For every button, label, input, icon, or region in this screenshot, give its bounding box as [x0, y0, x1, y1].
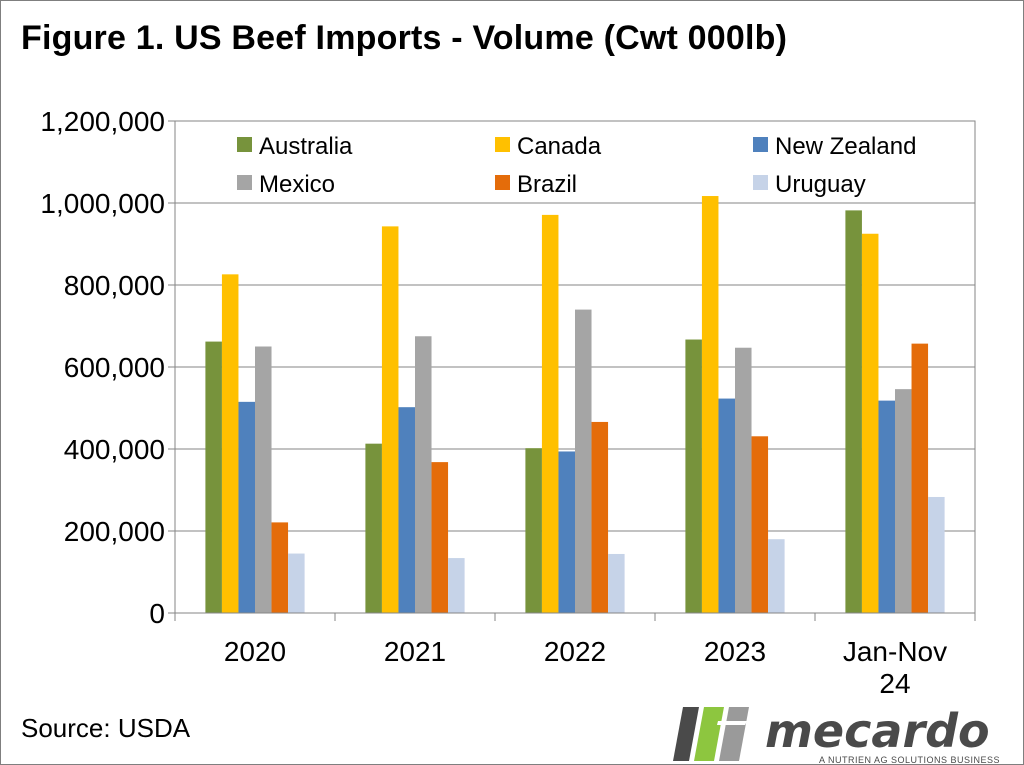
bar-chart: 0 200,000 400,000 600,000 800,000 1,000,000 1,…: [40, 106, 976, 699]
bar-australia: [205, 341, 222, 613]
legend-item: New Zealand: [753, 133, 916, 160]
bar-mexico: [415, 336, 432, 613]
x-tick-label: 2022: [544, 636, 606, 667]
bar-australia: [845, 210, 862, 613]
bar-new-zealand: [718, 398, 735, 613]
bar-uruguay: [448, 558, 465, 613]
bar-mexico: [255, 346, 272, 613]
bar-new-zealand: [558, 451, 575, 613]
mecardo-logo-mark: [673, 707, 749, 761]
bar-australia: [685, 339, 702, 613]
legend-label: Australia: [259, 133, 353, 160]
bar-brazil: [591, 421, 609, 613]
bar-brazil: [911, 343, 929, 613]
bar-canada: [221, 274, 239, 613]
y-tick-label: 200,000: [64, 516, 165, 547]
mecardo-tagline: A NUTRIEN AG SOLUTIONS BUSINESS: [819, 755, 1000, 765]
bar-uruguay: [768, 539, 785, 613]
y-tick-label: 1,200,000: [40, 106, 165, 137]
legend-item: Canada: [495, 133, 602, 160]
bar-new-zealand: [398, 407, 415, 613]
bar-brazil: [431, 462, 449, 613]
legend-label: New Zealand: [775, 133, 916, 160]
bars: [205, 196, 945, 613]
bar-uruguay: [288, 553, 305, 613]
mecardo-wordmark: mecardo: [765, 704, 990, 758]
bar-new-zealand: [878, 400, 895, 613]
x-tick-label: 2020: [224, 636, 286, 667]
legend-swatch: [753, 175, 768, 190]
legend-item: Brazil: [495, 171, 577, 198]
y-tick-label: 400,000: [64, 434, 165, 465]
legend-swatch: [753, 137, 768, 152]
legend-swatch: [237, 175, 252, 190]
x-tick-label: 2023: [704, 636, 766, 667]
axes: 0 200,000 400,000 600,000 800,000 1,000,000 1,…: [40, 106, 976, 699]
legend-item: Australia: [237, 133, 353, 160]
bar-brazil: [271, 522, 289, 613]
y-tick-label: 600,000: [64, 352, 165, 383]
chart-title: Figure 1. US Beef Imports - Volume (Cwt …: [21, 19, 788, 57]
bar-new-zealand: [238, 401, 255, 613]
bar-brazil: [751, 436, 769, 613]
legend-label: Mexico: [259, 171, 335, 198]
bar-mexico: [575, 309, 592, 613]
bar-mexico: [735, 347, 752, 613]
bar-australia: [525, 448, 542, 613]
mecardo-logo: mecardo A NUTRIEN AG SOLUTIONS BUSINESS: [673, 704, 1000, 765]
legend-swatch: [237, 137, 252, 152]
legend-label: Canada: [517, 133, 602, 160]
bar-canada: [861, 233, 879, 613]
source-note: Source: USDA: [21, 713, 191, 743]
bar-uruguay: [928, 496, 945, 613]
legend: Australia Canada New Zealand Mexico Brazil Ur…: [237, 133, 916, 198]
legend-label: Uruguay: [775, 171, 866, 198]
bar-canada: [381, 226, 399, 613]
x-tick-label: 2021: [384, 636, 446, 667]
bar-canada: [701, 196, 719, 613]
bar-australia: [365, 443, 382, 613]
legend-swatch: [495, 175, 510, 190]
legend-swatch: [495, 137, 510, 152]
x-tick-label: Jan-Nov 24: [843, 636, 947, 699]
bar-canada: [541, 214, 559, 613]
y-tick-label: 0: [149, 598, 165, 629]
y-tick-label: 1,000,000: [40, 188, 165, 219]
legend-item: Uruguay: [753, 171, 866, 198]
bar-mexico: [895, 389, 912, 613]
legend-label: Brazil: [517, 171, 577, 198]
y-tick-label: 800,000: [64, 270, 165, 301]
legend-item: Mexico: [237, 171, 335, 198]
bar-uruguay: [608, 553, 625, 613]
